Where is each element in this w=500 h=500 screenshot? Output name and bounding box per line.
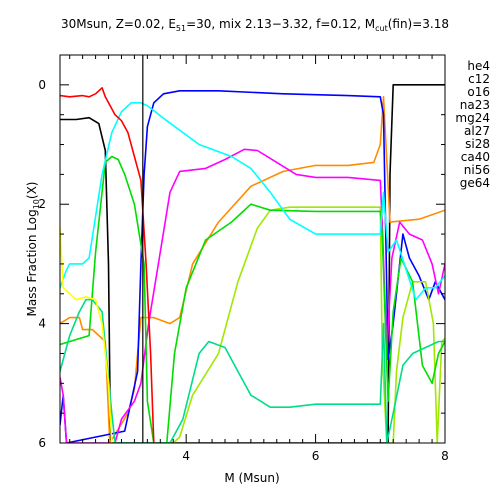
x-tick-label: 6 — [312, 449, 320, 463]
x-tick-label: 4 — [182, 449, 190, 463]
series-line-he4 — [60, 84, 445, 443]
y-tick-label: 0 — [38, 78, 46, 92]
x-tick-label: 8 — [441, 449, 449, 463]
plot-frame — [59, 54, 446, 444]
legend-entry-ge64: ge64 — [460, 176, 490, 190]
legend-entry-o16: o16 — [467, 85, 490, 99]
legend-entry-c12: c12 — [468, 72, 490, 86]
series-line-si28 — [60, 102, 445, 301]
legend-entry-al27: al27 — [464, 124, 490, 138]
y-tick-label: 2 — [38, 197, 46, 211]
series-line-na23 — [172, 206, 445, 443]
series-line-ge64 — [60, 228, 113, 443]
x-axis-label: M (Msun) — [224, 471, 279, 485]
legend-entry-mg24: mg24 — [455, 111, 490, 125]
legend-entry-si28: si28 — [465, 137, 490, 151]
legend-entry-ni56: ni56 — [464, 163, 490, 177]
y-axis-label: Mass Fraction Log10(X) — [25, 182, 41, 317]
legend-entry-ca40: ca40 — [461, 150, 490, 164]
series-line-o16 — [60, 90, 445, 443]
series-line-ni56 — [60, 87, 155, 443]
series-line-mg24 — [60, 148, 445, 443]
series-line-c12 — [60, 96, 445, 443]
legend-entry-he4: he4 — [467, 59, 490, 73]
chart-title: 30Msun, Z=0.02, E51=30, mix 2.13−3.32, f… — [61, 17, 449, 33]
legend-entry-na23: na23 — [460, 98, 490, 112]
y-tick-label: 6 — [38, 436, 46, 450]
series-layer — [60, 84, 445, 443]
tick-layer: 4 6 8 0 2 4 6 — [38, 55, 449, 463]
y-tick-label: 4 — [38, 317, 46, 331]
